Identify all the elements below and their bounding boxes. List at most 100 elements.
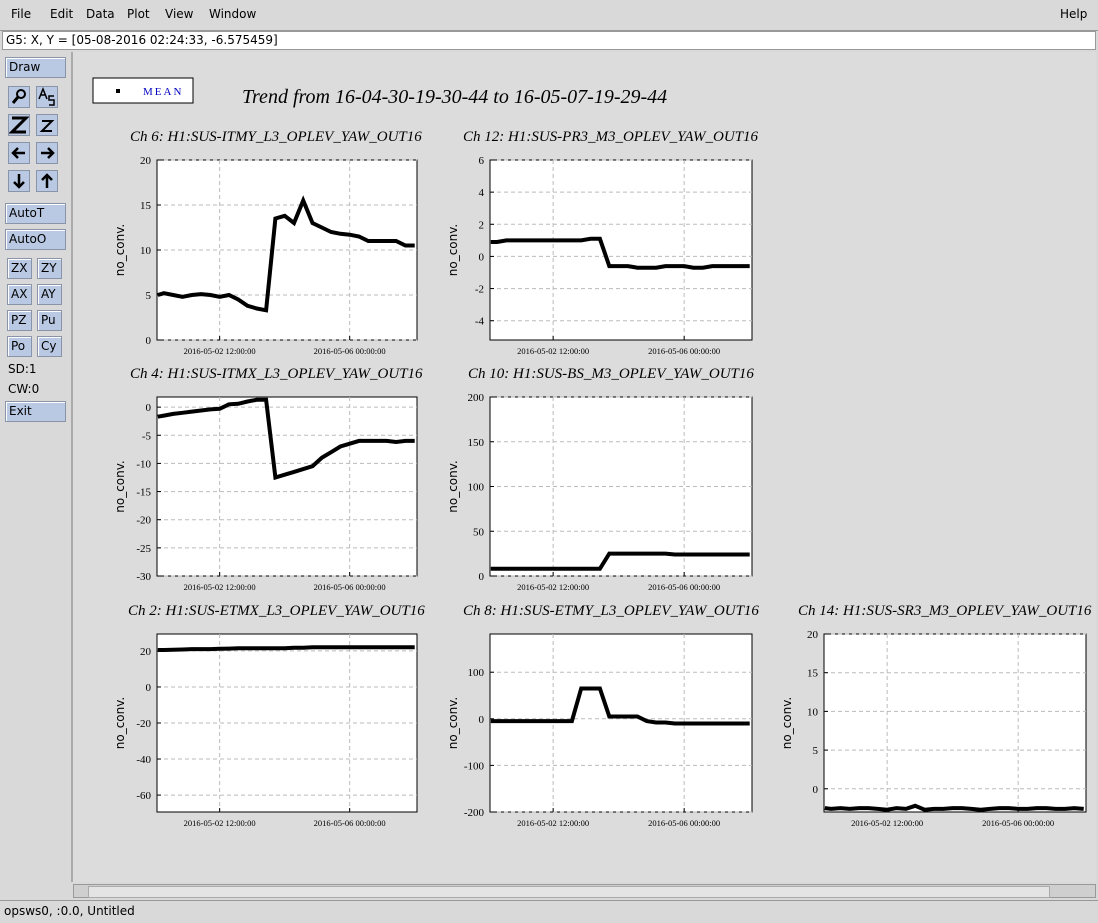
- y-tick-label: 5: [146, 290, 152, 302]
- y-tick-label: 50: [473, 526, 485, 538]
- chart-title: Ch 12: H1:SUS-PR3_M3_OPLEV_YAW_OUT16: [463, 129, 759, 145]
- x-tick-label: 2016-05-06 00:00:00: [982, 818, 1054, 828]
- chart-title: Ch 14: H1:SUS-SR3_M3_OPLEV_YAW_OUT16: [798, 603, 1092, 619]
- y-tick-label: -30: [136, 571, 151, 583]
- y-tick-label: 0: [146, 682, 152, 694]
- x-tick-label: 2016-05-02 12:00:00: [184, 582, 256, 592]
- y-axis-label: no_conv.: [780, 697, 794, 749]
- data-line: [490, 551, 750, 571]
- y-axis-label: no_conv.: [446, 697, 460, 749]
- y-tick-label: -20: [136, 515, 151, 527]
- button[interactable]: PZ: [7, 310, 32, 331]
- y-tick-label: 6: [479, 155, 485, 167]
- y-tick-label: 15: [140, 200, 152, 212]
- button[interactable]: Po: [7, 336, 32, 357]
- x-tick-label: 2016-05-06 00:00:00: [314, 818, 386, 828]
- y-tick-label: 20: [140, 155, 152, 167]
- icon-button[interactable]: [36, 170, 58, 192]
- data-line: [824, 803, 1084, 812]
- y-axis-label: no_conv.: [446, 460, 460, 512]
- y-tick-label: 100: [468, 482, 485, 494]
- y-tick-label: 15: [807, 668, 819, 680]
- chart-title: Ch 10: H1:SUS-BS_M3_OPLEV_YAW_OUT16: [468, 366, 754, 382]
- scroll-thumb[interactable]: [88, 886, 1050, 898]
- menu-item[interactable]: Plot: [127, 7, 150, 21]
- plot-canvas: MEAN Trend from 16-04-30-19-30-44 to 16-…: [92, 77, 1092, 828]
- chart-title: Ch 2: H1:SUS-ETMX_L3_OPLEV_YAW_OUT16: [128, 603, 425, 619]
- y-tick-label: 0: [479, 251, 485, 263]
- data-line: [490, 686, 750, 726]
- button[interactable]: ZX: [7, 258, 32, 279]
- plot-box: [489, 159, 753, 341]
- y-tick-label: -4: [475, 316, 485, 328]
- x-tick-label: 2016-05-02 12:00:00: [184, 346, 256, 356]
- y-tick-label: 0: [146, 402, 152, 414]
- icon-button[interactable]: [36, 114, 58, 136]
- toolbar: Draw AutoT AutoO ZX ZY AX AY PZ Pu Po Cy…: [0, 52, 70, 882]
- y-axis-label: no_conv.: [113, 460, 127, 512]
- menu-item[interactable]: Help: [1060, 7, 1088, 21]
- page-title: Trend from 16-04-30-19-30-44 to 16-05-07…: [242, 86, 667, 108]
- footer-status: opsws0, :0.0, Untitled: [0, 900, 1098, 923]
- button[interactable]: AutoO: [5, 229, 66, 250]
- legend-marker: [116, 89, 120, 93]
- button[interactable]: Draw: [5, 57, 66, 78]
- menu-item[interactable]: Data: [86, 7, 115, 21]
- icon-button[interactable]: [36, 86, 58, 108]
- label: SD:1: [8, 362, 37, 376]
- menu-item[interactable]: Edit: [50, 7, 74, 21]
- data-line: [157, 195, 415, 313]
- button[interactable]: Pu: [37, 310, 62, 331]
- icon-button[interactable]: [8, 170, 30, 192]
- button[interactable]: AY: [37, 284, 62, 305]
- y-tick-label: 10: [140, 245, 152, 257]
- y-axis-label: no_conv.: [446, 224, 460, 276]
- button[interactable]: AX: [7, 284, 32, 305]
- menu-item[interactable]: File: [11, 7, 32, 21]
- chart-title: Ch 4: H1:SUS-ITMX_L3_OPLEV_YAW_OUT16: [130, 366, 423, 382]
- y-tick-label: -100: [464, 760, 485, 772]
- y-tick-label: -15: [136, 487, 151, 499]
- data-line: [490, 236, 750, 270]
- x-tick-label: 2016-05-02 12:00:00: [517, 346, 589, 356]
- x-tick-label: 2016-05-06 00:00:00: [648, 346, 720, 356]
- x-tick-label: 2016-05-02 12:00:00: [517, 582, 589, 592]
- y-tick-label: -5: [142, 430, 152, 442]
- plot-box: [823, 633, 1087, 813]
- y-tick-label: -20: [136, 718, 151, 730]
- y-tick-label: 0: [479, 571, 485, 583]
- y-axis-label: no_conv.: [113, 697, 127, 749]
- icon-button[interactable]: [36, 142, 58, 164]
- x-tick-label: 2016-05-06 00:00:00: [648, 818, 720, 828]
- x-tick-label: 2016-05-02 12:00:00: [184, 818, 256, 828]
- data-line: [157, 645, 415, 652]
- y-tick-label: -10: [136, 458, 151, 470]
- y-tick-label: -2: [475, 284, 484, 296]
- y-tick-label: 20: [140, 646, 152, 658]
- button[interactable]: AutoT: [5, 203, 66, 224]
- menu-item[interactable]: Window: [209, 7, 257, 21]
- plot-box: [489, 396, 753, 577]
- y-tick-label: -60: [136, 790, 151, 802]
- data-line: [157, 397, 415, 481]
- button[interactable]: Exit: [5, 401, 66, 422]
- y-tick-label: -40: [136, 754, 151, 766]
- button[interactable]: ZY: [37, 258, 62, 279]
- y-tick-label: 0: [146, 335, 152, 347]
- plot-box: [156, 396, 418, 577]
- y-tick-label: -200: [464, 807, 485, 819]
- scrollbar[interactable]: [73, 884, 1096, 898]
- x-tick-label: 2016-05-02 12:00:00: [517, 818, 589, 828]
- y-tick-label: 5: [813, 745, 819, 757]
- x-tick-label: 2016-05-02 12:00:00: [851, 818, 923, 828]
- icon-button[interactable]: [8, 86, 30, 108]
- icon-button[interactable]: [8, 142, 30, 164]
- button[interactable]: Cy: [37, 336, 62, 357]
- icon-button[interactable]: [8, 114, 30, 136]
- menu-item[interactable]: View: [165, 7, 194, 21]
- legend-label: MEAN: [143, 86, 183, 98]
- y-axis-label: no_conv.: [113, 224, 127, 276]
- chart-title: Ch 6: H1:SUS-ITMY_L3_OPLEV_YAW_OUT16: [130, 129, 422, 145]
- y-tick-label: 4: [479, 187, 485, 199]
